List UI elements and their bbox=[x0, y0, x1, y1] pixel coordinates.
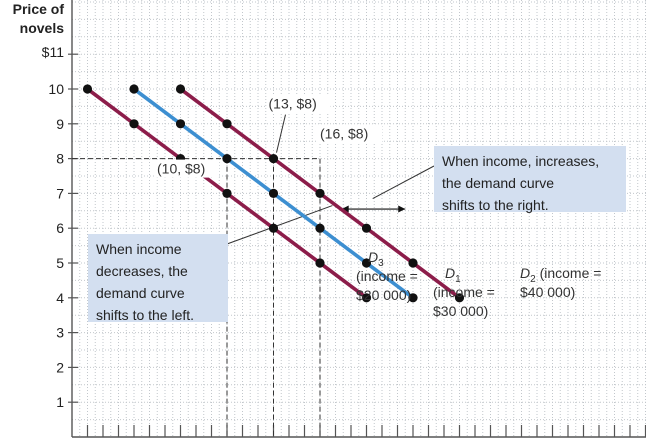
series-label-D3: $20 000) bbox=[356, 287, 411, 303]
series-label-D2: $40 000) bbox=[520, 284, 575, 300]
annotation-bg bbox=[318, 124, 382, 143]
callout-left-line: decreases, the bbox=[96, 263, 188, 279]
callout-right-line: the demand curve bbox=[442, 175, 554, 191]
y-tick-label: 10 bbox=[48, 81, 64, 97]
data-point-D2 bbox=[454, 293, 465, 303]
point-annotation: (13, $8) bbox=[269, 96, 317, 112]
grid bbox=[72, 0, 646, 437]
callout-right-box bbox=[434, 146, 626, 212]
y-top-tick-label: $11 bbox=[42, 44, 65, 60]
shift-arrow-right-head bbox=[398, 205, 406, 213]
data-point-D2 bbox=[361, 223, 372, 233]
point-annotation: (16, $8) bbox=[320, 126, 368, 142]
leader-line-right bbox=[372, 165, 435, 200]
y-tick-label: 5 bbox=[56, 255, 64, 271]
axes: 1 2 3 4 5 6 7 8 9 10 bbox=[48, 0, 646, 438]
data-point-D1 bbox=[222, 154, 232, 164]
point-annotation: (10, $8) bbox=[157, 161, 205, 177]
series-label-D1: D1 bbox=[445, 265, 461, 285]
data-point-D2 bbox=[175, 84, 186, 94]
annotation-bg bbox=[266, 94, 331, 113]
y-tick-label: 4 bbox=[56, 290, 64, 306]
series-label-D3: (income = bbox=[356, 268, 418, 284]
labels: When income decreases, the demand curve shi… bbox=[88, 94, 626, 323]
y-tick-label: 6 bbox=[56, 220, 64, 236]
annotation-bg bbox=[155, 159, 219, 178]
shift-arrow-left-head bbox=[341, 205, 349, 213]
callout-left-line: demand curve bbox=[96, 285, 185, 301]
data-point-D2 bbox=[268, 154, 279, 164]
data-point-D2 bbox=[315, 188, 325, 198]
data-point-D2 bbox=[222, 119, 232, 129]
annotation-pointer bbox=[276, 114, 286, 153]
series-label-D3: D3 bbox=[368, 249, 384, 269]
series-label-D1: (income = bbox=[433, 284, 495, 300]
y-tick-label: 7 bbox=[56, 185, 64, 201]
data-point-D2 bbox=[408, 258, 418, 268]
callout-left-line: shifts to the left. bbox=[96, 307, 194, 323]
y-axis-title-line-2: novels bbox=[20, 20, 65, 36]
data-point-D1 bbox=[408, 293, 418, 303]
y-axis-title-line-1: Price of bbox=[13, 1, 65, 17]
y-tick-label: 9 bbox=[56, 116, 64, 132]
series-label-D2: D2 (income = bbox=[520, 265, 601, 285]
demand-curves bbox=[82, 84, 465, 303]
callout-right-line: When income, increases, bbox=[442, 153, 599, 169]
data-point-D3 bbox=[315, 258, 325, 268]
leader-lines bbox=[226, 165, 435, 245]
data-point-D1 bbox=[175, 119, 186, 129]
data-point-D3 bbox=[82, 84, 93, 94]
data-point-D1 bbox=[315, 223, 325, 233]
callout-left-box bbox=[88, 234, 228, 322]
series-label-D1: $30 000) bbox=[433, 303, 488, 319]
data-point-D1 bbox=[361, 258, 372, 268]
data-point-D1 bbox=[268, 188, 279, 198]
data-point-D3 bbox=[268, 223, 279, 233]
y-tick-label: 2 bbox=[56, 359, 64, 375]
data-point-D3 bbox=[361, 293, 372, 303]
leader-line-left bbox=[226, 205, 333, 245]
y-tick-label: 3 bbox=[56, 325, 64, 341]
y-tick-label: 1 bbox=[56, 394, 64, 410]
data-point-D3 bbox=[222, 188, 232, 198]
callout-left-line: When income bbox=[96, 241, 182, 257]
y-tick-label: 8 bbox=[56, 151, 64, 167]
data-point-D3 bbox=[129, 119, 139, 129]
data-point-D1 bbox=[129, 84, 139, 94]
callout-right-line: shifts to the right. bbox=[442, 197, 549, 213]
